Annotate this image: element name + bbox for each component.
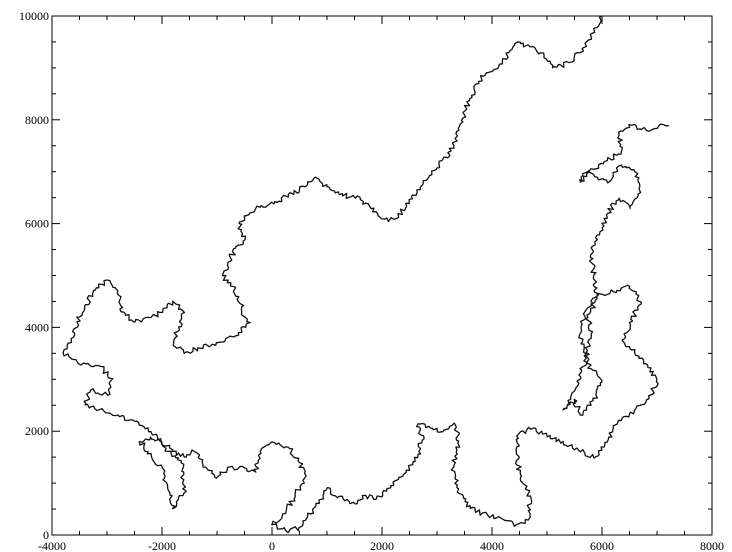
x-tick-label: -4000 — [38, 539, 66, 552]
y-tick-label: 2000 — [25, 424, 49, 438]
axis-ticks — [51, 15, 713, 536]
walk-line-1 — [271, 123, 670, 534]
y-tick-label: 6000 — [25, 217, 49, 231]
y-tick-label: 8000 — [25, 113, 49, 127]
x-tick-label: 0 — [269, 539, 275, 552]
y-tick-label: 0 — [43, 528, 49, 542]
x-tick-label: 2000 — [370, 539, 394, 552]
x-tick-label: 6000 — [590, 539, 614, 552]
y-tick-label: 4000 — [25, 320, 49, 334]
x-tick-label: 8000 — [700, 539, 724, 552]
x-tick-label: -2000 — [148, 539, 176, 552]
y-tick-label: 10000 — [19, 9, 49, 23]
x-tick-label: 4000 — [480, 539, 504, 552]
x-axis-labels: -4000 -2000 0 2000 4000 6000 8000 — [38, 539, 724, 552]
plot-lines — [62, 15, 670, 534]
y-axis-labels: 0 2000 4000 6000 8000 10000 — [19, 9, 49, 542]
walk-line-2 — [62, 15, 603, 526]
